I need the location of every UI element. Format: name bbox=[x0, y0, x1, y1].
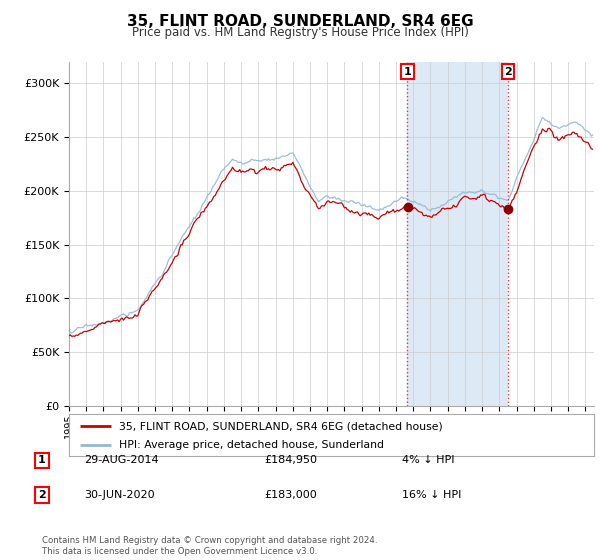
Text: Contains HM Land Registry data © Crown copyright and database right 2024.
This d: Contains HM Land Registry data © Crown c… bbox=[42, 536, 377, 556]
Text: £184,950: £184,950 bbox=[264, 455, 317, 465]
Text: 35, FLINT ROAD, SUNDERLAND, SR4 6EG: 35, FLINT ROAD, SUNDERLAND, SR4 6EG bbox=[127, 14, 473, 29]
Text: 30-JUN-2020: 30-JUN-2020 bbox=[84, 490, 155, 500]
Bar bbox=[508, 62, 594, 406]
Text: 35, FLINT ROAD, SUNDERLAND, SR4 6EG (detached house): 35, FLINT ROAD, SUNDERLAND, SR4 6EG (det… bbox=[119, 421, 443, 431]
Text: 16% ↓ HPI: 16% ↓ HPI bbox=[402, 490, 461, 500]
Text: 2: 2 bbox=[38, 490, 46, 500]
Bar bbox=[407, 62, 508, 406]
Text: 2: 2 bbox=[504, 67, 512, 77]
Text: Price paid vs. HM Land Registry's House Price Index (HPI): Price paid vs. HM Land Registry's House … bbox=[131, 26, 469, 39]
Text: £183,000: £183,000 bbox=[264, 490, 317, 500]
Text: 1: 1 bbox=[38, 455, 46, 465]
Text: 1: 1 bbox=[404, 67, 411, 77]
Text: 4% ↓ HPI: 4% ↓ HPI bbox=[402, 455, 455, 465]
Text: HPI: Average price, detached house, Sunderland: HPI: Average price, detached house, Sund… bbox=[119, 440, 384, 450]
Text: 29-AUG-2014: 29-AUG-2014 bbox=[84, 455, 158, 465]
